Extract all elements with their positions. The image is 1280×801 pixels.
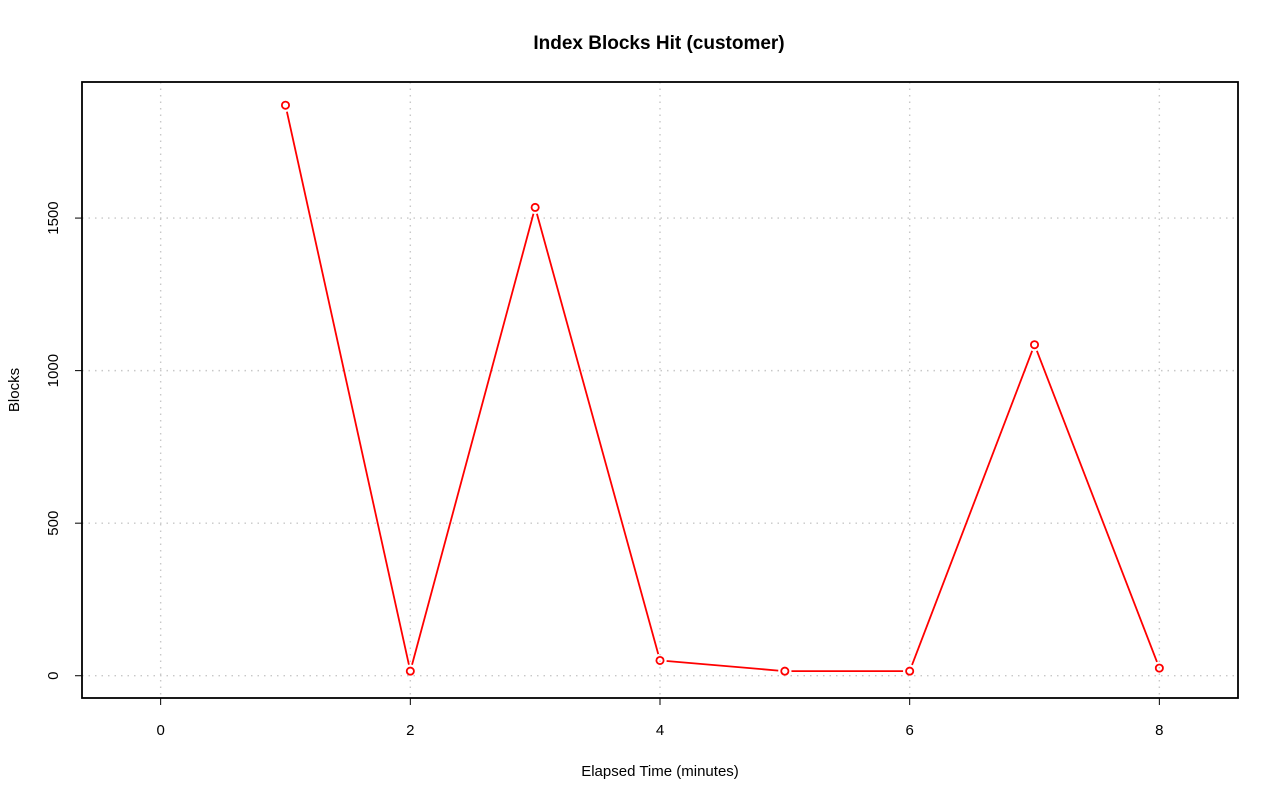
series-line-segment <box>911 350 1033 666</box>
chart-title: Index Blocks Hit (customer) <box>533 33 784 54</box>
data-point <box>655 655 665 665</box>
series-line-segment <box>536 213 660 655</box>
x-tick-label: 4 <box>656 722 664 739</box>
series-line-segment <box>286 111 410 665</box>
x-tick-label: 2 <box>406 722 414 739</box>
x-axis: 0 2 4 6 8 <box>156 698 1164 739</box>
data-point <box>780 666 790 676</box>
series-line-segment <box>666 660 779 672</box>
data-point <box>530 202 540 212</box>
y-tick-label: 1500 <box>45 201 62 234</box>
x-tick-label: 6 <box>906 722 914 739</box>
y-tick-label: 1000 <box>45 354 62 387</box>
grid-lines <box>82 82 1238 698</box>
series-layer <box>280 100 1164 676</box>
data-point <box>1030 340 1040 350</box>
data-point <box>405 666 415 676</box>
x-tick-label: 8 <box>1155 722 1163 739</box>
y-axis: 0 500 1000 1500 <box>45 201 82 680</box>
series-line-segment <box>411 213 535 666</box>
x-axis-label: Elapsed Time (minutes) <box>581 763 739 780</box>
data-point <box>280 100 290 110</box>
y-axis-label: Blocks <box>6 368 23 412</box>
y-tick-label: 0 <box>45 672 62 680</box>
series-line-segment <box>1036 350 1158 663</box>
x-tick-label: 0 <box>156 722 164 739</box>
y-tick-label: 500 <box>45 511 62 536</box>
data-point <box>1154 663 1164 673</box>
data-point <box>905 666 915 676</box>
plot-frame <box>81 81 1239 699</box>
